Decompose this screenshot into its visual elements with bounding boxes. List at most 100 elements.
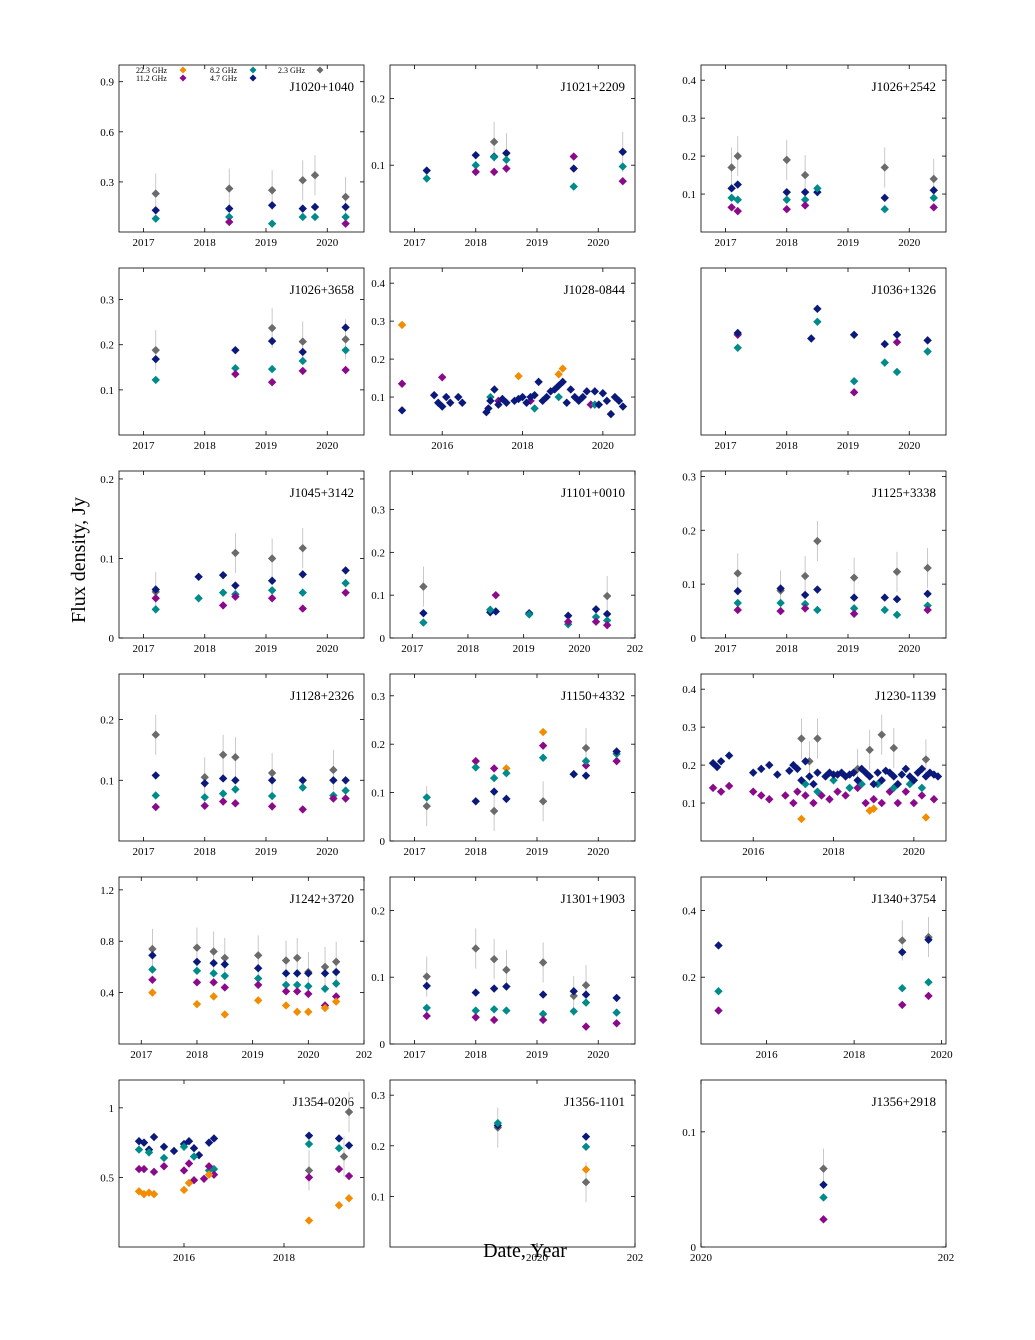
data-point [782,187,791,197]
series-2-3-ghz [727,136,938,199]
data-point [341,335,350,344]
data-point [292,980,302,990]
data-point [419,608,428,618]
data-point [339,1152,349,1161]
data-point [819,1215,828,1224]
data-point [194,594,203,603]
data-point [267,377,277,387]
data-point [192,966,202,975]
legend-label: 2.3 GHz [278,66,306,75]
data-point [849,330,859,339]
series-11-2-ghz [491,590,612,630]
data-point [813,605,822,615]
data-point [598,389,608,398]
x-tick-label: 2019 [242,1049,265,1061]
y-tick-label: 0.1 [100,775,114,787]
data-point [204,1162,214,1171]
x-tick-label: 2020 [316,846,339,858]
y-tick-label: 0.3 [682,113,696,125]
panel-title: J1026+3658 [290,282,354,297]
data-point [502,794,511,804]
data-point [789,760,798,770]
data-point [225,212,234,222]
data-point [898,936,907,945]
data-point [489,152,499,162]
data-point [538,958,548,967]
data-point [159,1142,169,1151]
data-point [304,981,313,991]
data-point [880,339,889,349]
data-point [892,610,902,620]
data-point [502,148,511,158]
data-point [209,947,218,956]
data-point [489,787,499,796]
data-point [538,990,548,999]
data-point [727,184,736,193]
data-point [341,345,350,355]
panel-title: J1230-1139 [875,688,936,703]
panel-j1125-3338: 2017 2018 2019 2020 0 0.1 0.2 0.3 J1125+3338 [682,470,947,655]
data-point [341,794,350,803]
series-4-7-ghz [151,201,350,215]
data-point [612,993,621,1003]
legend-item-11-2-ghz: 11.2 GHz [136,74,187,83]
panel-title: J1340+3754 [872,891,937,906]
data-point [231,592,240,601]
panel-title: J1020+1040 [290,79,354,94]
series-8-2-ghz [422,152,627,191]
series-8-2-ghz [419,605,612,629]
data-point [151,375,160,385]
series-22-3-ghz [397,320,567,381]
data-point [800,170,810,180]
data-point [502,398,511,407]
data-point [494,400,503,409]
data-point [486,605,495,614]
x-tick-label: 2017 [715,643,738,655]
data-point [397,320,407,330]
data-point [714,941,723,950]
series-8-2-ghz [819,1193,828,1202]
series-4-7-ghz [471,747,621,806]
data-point [502,155,511,165]
data-point [869,804,878,813]
data-point [612,747,621,756]
data-point [929,174,938,184]
data-point [148,965,157,974]
data-point [800,571,810,581]
x-tick-label: 2020 [898,237,921,249]
data-point [518,392,527,402]
data-point [281,987,291,996]
data-point [298,176,307,185]
data-point [612,1019,621,1028]
series-11-2-ghz [231,365,350,387]
legend-label: 4.7 GHz [210,74,238,83]
data-point [267,219,277,228]
data-point [254,964,263,973]
panel-j1128-2326: 2017 2018 2019 2020 0.1 0.2 J1128+2326 [100,673,365,858]
x-tick-label: 2020 [316,440,339,452]
data-point [204,1138,214,1147]
data-point [341,786,350,795]
x-tick-label: 2019 [255,846,278,858]
data-point [298,570,307,579]
data-point [581,990,591,999]
data-point [149,1189,159,1199]
x-tick-label: 2019 [526,846,549,858]
data-point [231,345,240,355]
data-point [889,772,898,781]
series-11-2-ghz [151,588,350,613]
data-point [298,776,307,785]
data-point [733,206,742,216]
data-point [471,797,480,806]
y-tick-label: 0.2 [682,760,696,772]
data-point [733,151,742,161]
y-tick-label: 0.3 [100,177,114,189]
data-point [341,202,350,212]
data-point [924,935,933,944]
data-point [581,743,591,753]
plot-frame [118,673,365,842]
data-point [909,776,919,785]
data-point [344,1194,354,1203]
x-tick-label: 2018 [457,643,480,655]
data-point [458,398,467,407]
